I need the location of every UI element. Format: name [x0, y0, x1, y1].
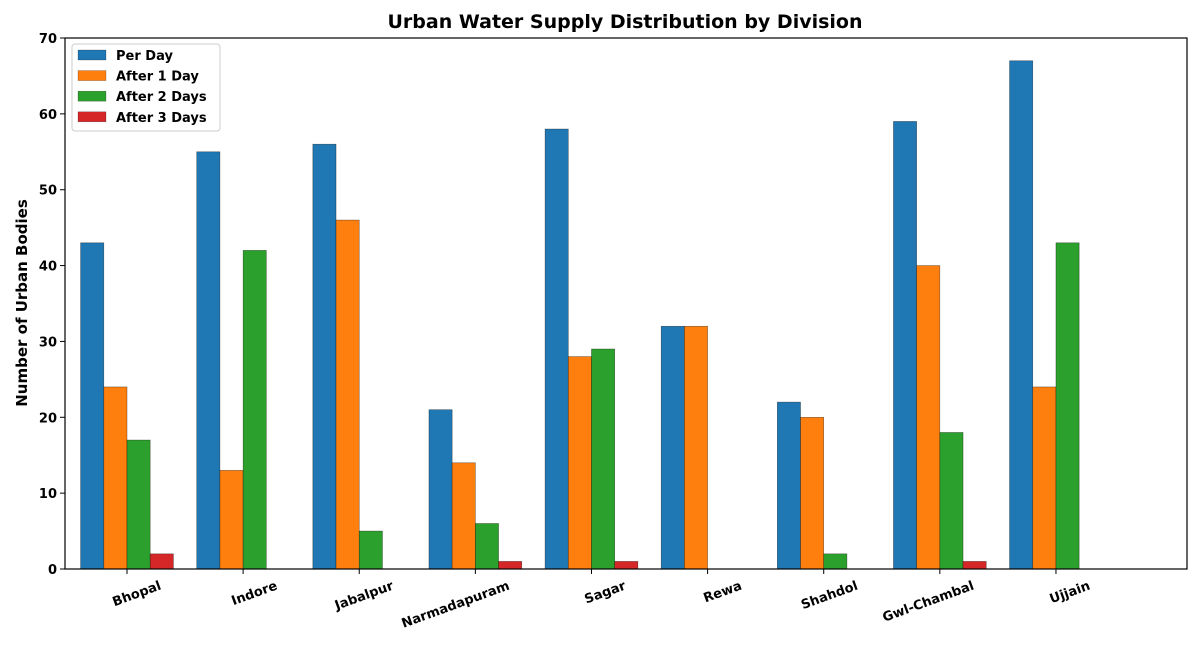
bar-after-2-days-indore	[242, 250, 267, 570]
bar-after-2-days-gwl-chambal	[939, 432, 964, 570]
y-tick-label: 50	[39, 184, 57, 199]
bar-after-1-day-jabalpur	[335, 219, 360, 570]
bar-after-1-day-sagar	[567, 356, 592, 570]
bar-after-2-days-ujjain	[1055, 242, 1080, 570]
bar-per-day-jabalpur	[312, 143, 337, 570]
bar-per-day-shahdol	[777, 401, 801, 570]
bar-after-1-day-rewa	[684, 325, 708, 570]
chart-title: Urban Water Supply Distribution by Divis…	[388, 11, 863, 33]
x-tick-label: Narmadapuram	[400, 579, 512, 632]
legend-swatch	[77, 111, 107, 123]
y-tick-label: 10	[39, 487, 57, 502]
y-tick-label: 40	[39, 260, 57, 275]
legend: Per Day After 1 Day After 2 Days After 3 Da…	[71, 43, 221, 132]
x-tick-label: Sagar	[583, 578, 629, 607]
legend-label: After 1 Day	[116, 70, 199, 85]
bar-per-day-bhopal	[80, 242, 105, 570]
y-tick-label: 0	[48, 563, 57, 578]
legend-swatch	[77, 70, 107, 81]
bar-after-2-days-sagar	[591, 348, 615, 570]
bar-after-3-days-bhopal	[149, 553, 174, 570]
bar-after-2-days-shahdol	[823, 553, 848, 570]
bar-after-1-day-ujjain	[1032, 386, 1057, 570]
bar-after-1-day-gwl-chambal	[916, 265, 941, 570]
bar-after-3-days-gwl-chambal	[962, 561, 987, 570]
bar-per-day-rewa	[660, 325, 685, 570]
bar-after-1-day-shahdol	[800, 416, 825, 570]
legend-label: Per Day	[116, 49, 173, 64]
bar-after-3-days-sagar	[614, 561, 639, 570]
bar-per-day-sagar	[544, 128, 569, 570]
bar-after-1-day-bhopal	[103, 386, 128, 570]
bar-after-3-days-narmadapuram	[498, 561, 523, 570]
legend-swatch	[77, 90, 107, 102]
y-tick-label: 60	[39, 108, 57, 123]
legend-box	[71, 43, 221, 132]
legend-label: After 3 Days	[116, 111, 207, 126]
x-tick-label: Gwl-Chambal	[881, 579, 977, 626]
y-tick-label: 20	[39, 411, 57, 426]
x-tick-label: Indore	[230, 579, 280, 609]
x-tick-label: Shahdol	[799, 579, 860, 613]
y-tick-label: 70	[39, 32, 57, 47]
bar-after-1-day-indore	[219, 470, 244, 570]
legend-label: After 2 Days	[116, 90, 207, 105]
x-tick-label: Rewa	[702, 579, 744, 607]
legend-swatch	[77, 49, 107, 61]
bar-after-1-day-narmadapuram	[451, 462, 476, 570]
y-axis-label: Number of Urban Bodies	[13, 199, 31, 407]
x-tick-label: Ujjain	[1048, 579, 1093, 607]
bar-per-day-ujjain	[1009, 60, 1034, 570]
bar-after-2-days-narmadapuram	[475, 523, 499, 570]
bar-per-day-gwl-chambal	[893, 121, 917, 570]
bar-per-day-indore	[196, 151, 221, 570]
x-tick-label: Jabalpur	[332, 578, 396, 614]
bar-per-day-narmadapuram	[428, 409, 453, 570]
x-tick-label: Bhopal	[111, 579, 164, 610]
y-tick-label: 30	[39, 335, 57, 350]
bars-layer	[80, 60, 1080, 570]
bar-after-2-days-bhopal	[126, 439, 151, 570]
bar-after-2-days-jabalpur	[358, 530, 383, 570]
plot-frame	[64, 37, 1188, 570]
